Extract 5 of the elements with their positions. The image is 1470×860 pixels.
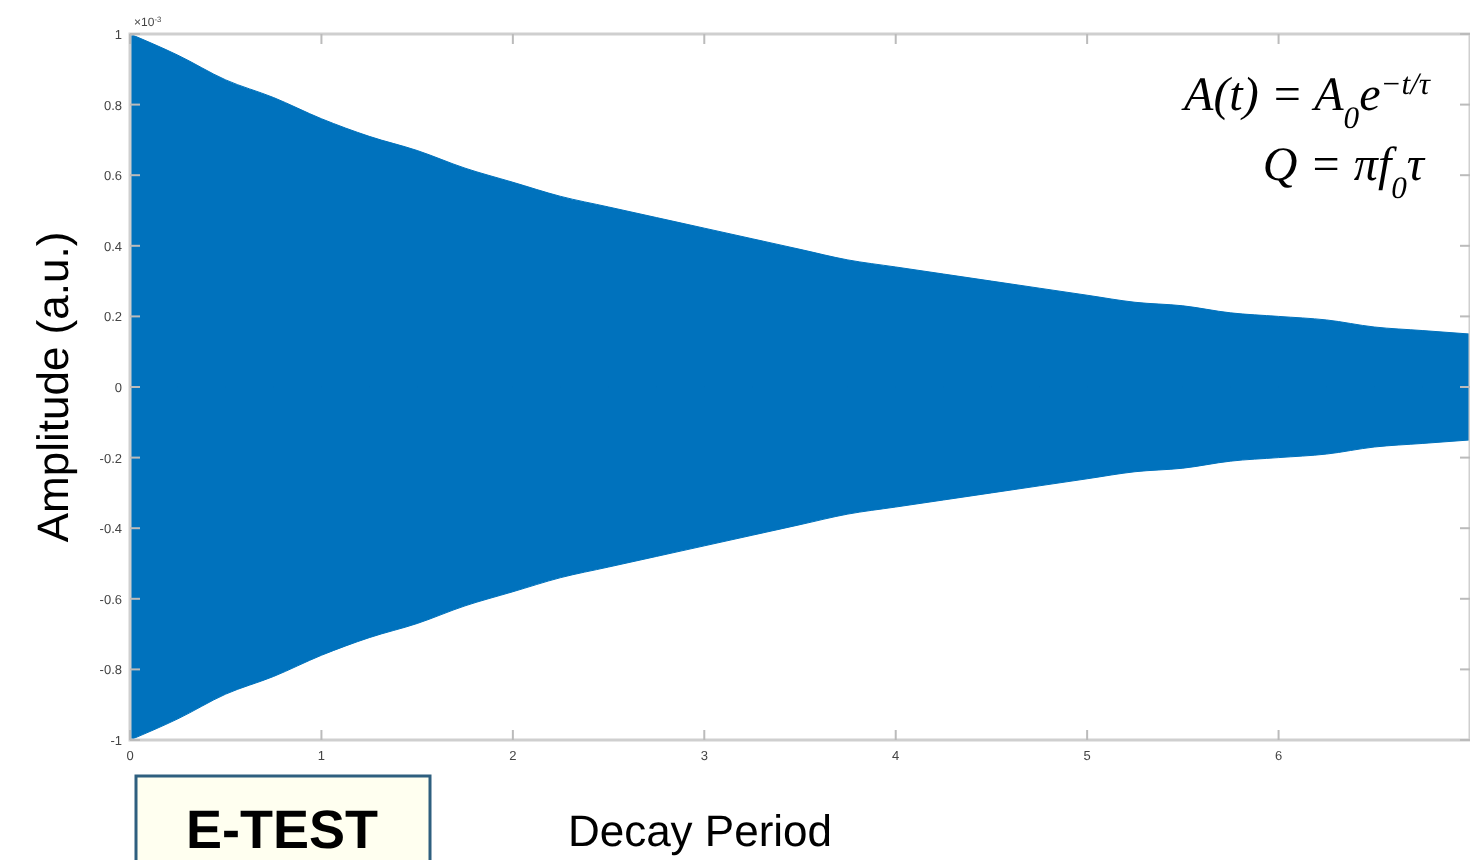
annotation: A(t) = A$_{0}$e$^{−t/τ}$ bbox=[1180, 67, 1433, 135]
text: E-TEST bbox=[185, 800, 379, 860]
annotation: Q = πf$_{0}$τ bbox=[1262, 140, 1427, 205]
x-axis-title: Decay Period bbox=[567, 806, 833, 856]
y-axis-title: Amplitude (a.u.) bbox=[28, 231, 78, 543]
